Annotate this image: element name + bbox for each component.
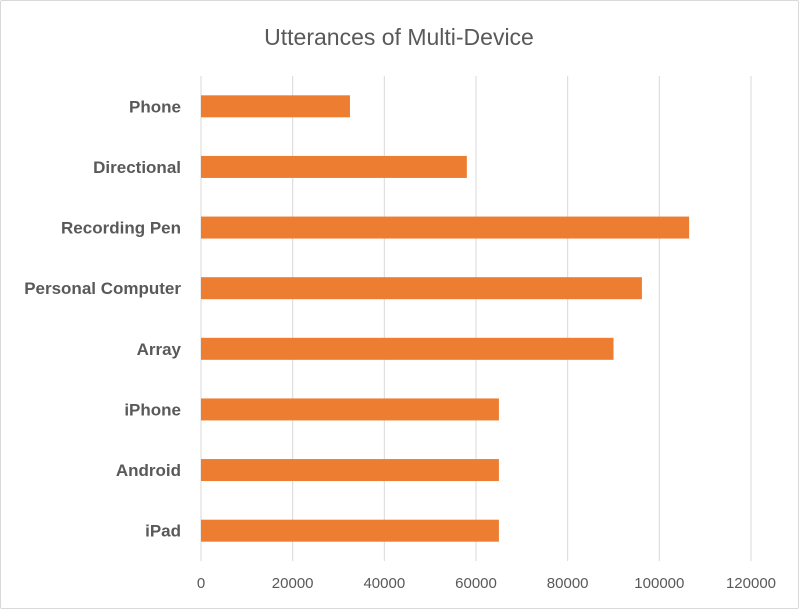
x-tick-label: 100000 <box>634 575 684 592</box>
gridlines <box>200 76 752 561</box>
category-label: Phone <box>129 97 181 116</box>
x-tick-label: 40000 <box>363 575 405 592</box>
category-label: Android <box>116 461 181 480</box>
bar-phone <box>201 95 350 118</box>
category-labels: Phone Directional Recording Pen Personal Co… <box>24 97 181 540</box>
category-label: Array <box>137 340 182 359</box>
x-axis-tick-labels: 0 20000 40000 60000 80000 100000 120000 <box>197 575 776 592</box>
category-label: Personal Computer <box>24 279 181 298</box>
category-label: iPad <box>145 522 181 541</box>
chart-title: Utterances of Multi-Device <box>264 24 534 50</box>
bars <box>201 95 690 542</box>
category-label: Directional <box>93 158 181 177</box>
bar-iphone <box>201 398 499 421</box>
category-label: Recording Pen <box>61 219 181 238</box>
bar-array <box>201 337 614 360</box>
bar-android <box>201 459 499 482</box>
bar-ipad <box>201 519 499 542</box>
bar-recording-pen <box>201 216 690 239</box>
x-tick-label: 60000 <box>455 575 497 592</box>
x-tick-label: 120000 <box>726 575 776 592</box>
x-tick-label: 80000 <box>547 575 589 592</box>
x-tick-label: 20000 <box>272 575 314 592</box>
bar-personal-computer <box>201 277 642 300</box>
category-label: iPhone <box>124 400 181 419</box>
bar-directional <box>201 155 467 178</box>
x-tick-label: 0 <box>197 575 205 592</box>
